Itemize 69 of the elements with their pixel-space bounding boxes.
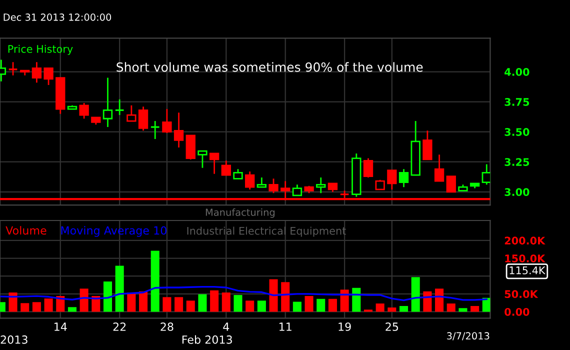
text: Feb 2013 xyxy=(182,335,232,344)
x-tick-label: 14 xyxy=(54,322,67,331)
annotation: Industrial Electrical Equipment xyxy=(187,226,346,237)
bar xyxy=(304,296,314,312)
text: 2013 xyxy=(0,335,28,344)
bar xyxy=(458,308,468,312)
bar xyxy=(150,250,160,312)
candlestick xyxy=(174,112,184,148)
y-tick-label: 200.0K xyxy=(504,236,546,245)
bar xyxy=(376,304,384,312)
x-tick-label: 11 xyxy=(280,322,292,331)
bar xyxy=(340,290,349,312)
text: Manufacturing xyxy=(206,208,275,218)
candlestick xyxy=(150,120,160,140)
bar xyxy=(127,292,136,312)
x-tick-label: 4 xyxy=(223,322,230,331)
bar xyxy=(103,281,112,312)
bar xyxy=(20,303,30,312)
bar xyxy=(68,307,76,312)
bar xyxy=(186,300,195,312)
bar xyxy=(222,292,230,312)
x-tick-label: 28 xyxy=(160,322,174,331)
bar xyxy=(292,302,302,312)
bar xyxy=(80,288,88,312)
y-tick-label: 150.0K xyxy=(505,254,546,262)
text: 115.4K xyxy=(510,266,546,274)
text: Volume xyxy=(6,226,46,235)
bar xyxy=(388,307,396,312)
y-tick-label: 0.00 xyxy=(504,308,530,316)
bar xyxy=(411,277,420,312)
x-tick-label: 19 xyxy=(338,322,351,331)
candlestick xyxy=(316,176,326,194)
annotation: Short volume was sometimes 90% of the volume xyxy=(116,62,423,72)
bar xyxy=(8,292,18,312)
bar xyxy=(32,302,41,312)
y-tick-label: 50.0K xyxy=(504,290,538,298)
candlestick xyxy=(102,77,113,128)
bar xyxy=(115,266,124,312)
bar xyxy=(423,291,432,312)
bar xyxy=(435,288,444,312)
bar xyxy=(281,282,290,312)
y-tick-label: 3.00 xyxy=(504,188,530,196)
chart-subtitle: Dec 31 2013 12:00:00 xyxy=(4,14,112,21)
bar xyxy=(257,300,266,312)
bar xyxy=(400,306,408,312)
bar xyxy=(316,298,326,312)
y-tick-label: 3.50 xyxy=(504,128,530,136)
text: Moving Average 10 xyxy=(61,226,166,237)
bar xyxy=(234,294,242,312)
bar xyxy=(269,279,278,312)
bar xyxy=(446,304,456,312)
x-tick-label: 22 xyxy=(113,322,126,331)
bar xyxy=(174,297,184,312)
bar xyxy=(352,288,361,312)
line-series xyxy=(0,286,488,302)
bar xyxy=(470,306,480,312)
bar xyxy=(44,298,53,312)
x-tick-label: 25 xyxy=(386,322,398,331)
bar xyxy=(210,290,219,312)
bar xyxy=(328,298,337,312)
y-tick-label: 3.75 xyxy=(504,98,530,106)
text: Price History xyxy=(8,44,73,55)
text: 3/7/2013 xyxy=(447,332,490,340)
bar xyxy=(246,300,254,312)
bar xyxy=(139,291,148,312)
bar xyxy=(198,294,207,312)
bar xyxy=(162,297,172,312)
y-tick-label: 3.25 xyxy=(504,158,530,166)
y-tick-label: 4.00 xyxy=(504,68,530,76)
